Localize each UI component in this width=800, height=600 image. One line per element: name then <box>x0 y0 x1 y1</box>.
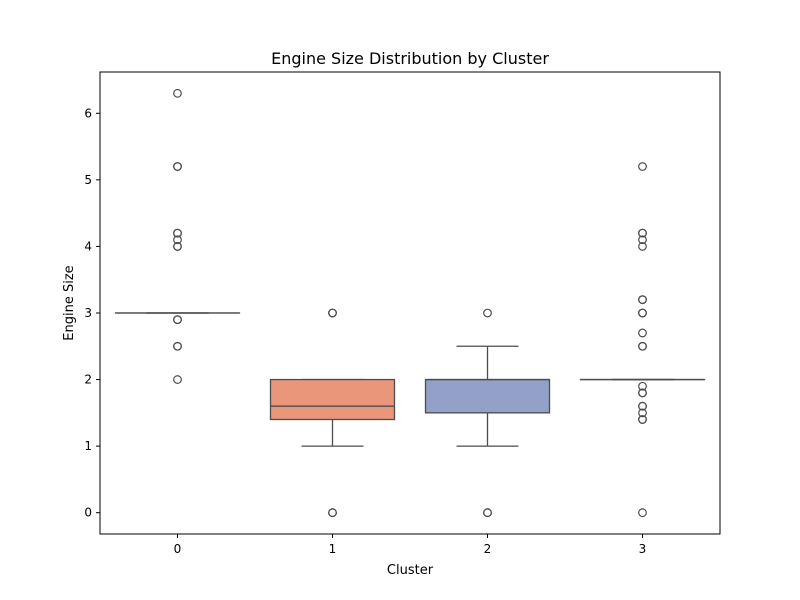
outlier-point <box>638 235 647 245</box>
outlier-point <box>328 308 337 318</box>
box-group-cluster-0 <box>114 88 241 384</box>
outlier-point <box>638 408 647 418</box>
x-tick-label: 0 <box>174 542 182 556</box>
y-tick-label: 2 <box>84 373 92 387</box>
outlier-point <box>173 88 182 98</box>
y-axis-title: Engine Size <box>62 265 77 340</box>
x-tick-label: 2 <box>484 542 492 556</box>
x-tick-label: 1 <box>329 542 337 556</box>
outlier-point <box>173 242 182 251</box>
outlier-point <box>638 328 647 338</box>
x-axis-title: Cluster <box>387 563 434 578</box>
outlier-point <box>638 415 647 424</box>
outlier-point <box>638 308 647 318</box>
outlier-point <box>638 381 647 391</box>
y-tick-label: 3 <box>84 306 92 320</box>
y-tick-label: 6 <box>84 106 92 120</box>
box-cluster-2 <box>424 378 551 414</box>
outlier-point <box>638 295 647 305</box>
y-tick-label: 4 <box>84 239 92 253</box>
x-axis: 0 1 2 3 <box>174 534 647 556</box>
chart-title: Engine Size Distribution by Cluster <box>271 49 549 68</box>
box-cluster-1 <box>269 378 396 421</box>
y-tick-label: 1 <box>84 439 92 453</box>
axes-frame <box>99 71 721 535</box>
outlier-point <box>638 388 647 398</box>
outlier-point <box>483 308 492 318</box>
y-tick-label: 5 <box>84 173 92 187</box>
outlier-point <box>638 401 647 411</box>
outlier-point <box>638 242 647 251</box>
outlier-point <box>328 508 337 518</box>
outlier-point <box>173 235 182 245</box>
box-group-cluster-2 <box>424 308 551 518</box>
outlier-point <box>173 228 182 238</box>
y-axis: 0 1 2 3 4 5 6 <box>84 106 100 520</box>
box-group-cluster-3 <box>579 162 706 518</box>
outlier-point <box>173 315 182 325</box>
box-group-cluster-1 <box>269 308 396 518</box>
plot-area <box>114 88 706 518</box>
y-tick-label: 0 <box>84 506 92 520</box>
outlier-point <box>173 375 182 384</box>
outlier-point <box>638 508 647 518</box>
outlier-point <box>638 341 647 351</box>
outlier-point <box>483 508 492 518</box>
outlier-point <box>173 162 182 171</box>
outlier-point <box>638 162 647 171</box>
x-tick-label: 3 <box>639 542 647 556</box>
outlier-point <box>173 341 182 351</box>
outlier-point <box>638 228 647 238</box>
